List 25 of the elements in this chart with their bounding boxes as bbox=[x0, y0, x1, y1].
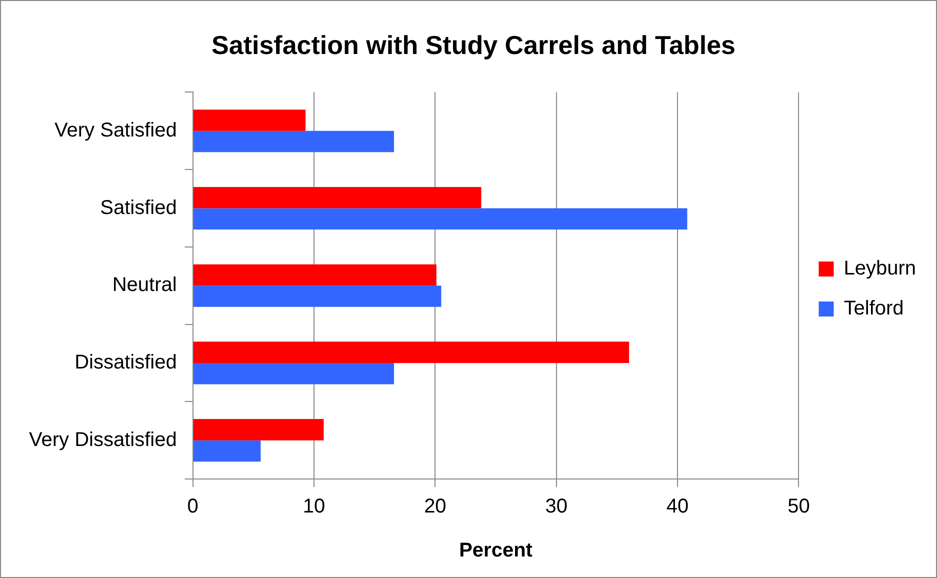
y-tick-label: Very Dissatisfied bbox=[28, 428, 177, 451]
bar bbox=[193, 342, 630, 363]
bar bbox=[193, 110, 306, 131]
bar bbox=[193, 286, 442, 307]
bar bbox=[193, 264, 436, 286]
x-axis-title: Percent bbox=[459, 540, 533, 562]
legend-label: Leyburn bbox=[844, 258, 916, 280]
bar bbox=[193, 362, 394, 384]
y-tick-label: Dissatisfied bbox=[74, 351, 177, 374]
bar bbox=[193, 186, 482, 208]
x-tick-label: 50 bbox=[788, 496, 810, 518]
y-tick-label: Very Satisfied bbox=[54, 119, 177, 142]
x-tick-label: 0 bbox=[187, 496, 198, 518]
chart-title: Satisfaction with Study Carrels and Tables bbox=[212, 30, 736, 60]
bar bbox=[193, 130, 394, 152]
legend-label: Telford bbox=[844, 298, 904, 320]
x-tick-label: 30 bbox=[545, 496, 568, 518]
y-tick-label: Neutral bbox=[112, 274, 177, 296]
bar bbox=[193, 208, 688, 230]
x-tick-label: 20 bbox=[424, 496, 446, 518]
x-tick-label: 40 bbox=[666, 496, 689, 518]
y-tick-label: Satisfied bbox=[100, 196, 177, 219]
x-tick-label: 10 bbox=[302, 496, 326, 518]
bar bbox=[193, 440, 261, 462]
bar bbox=[193, 419, 324, 440]
